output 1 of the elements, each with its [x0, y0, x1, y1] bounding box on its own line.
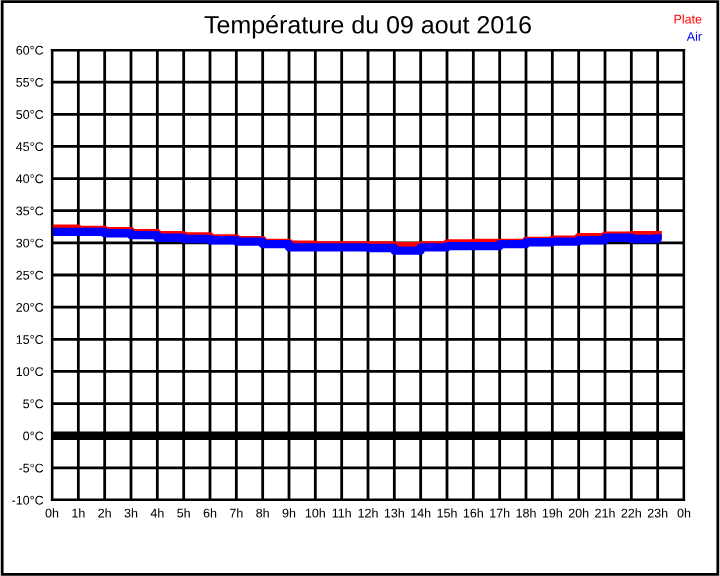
chart-title: Température du 09 aout 2016: [204, 14, 531, 39]
